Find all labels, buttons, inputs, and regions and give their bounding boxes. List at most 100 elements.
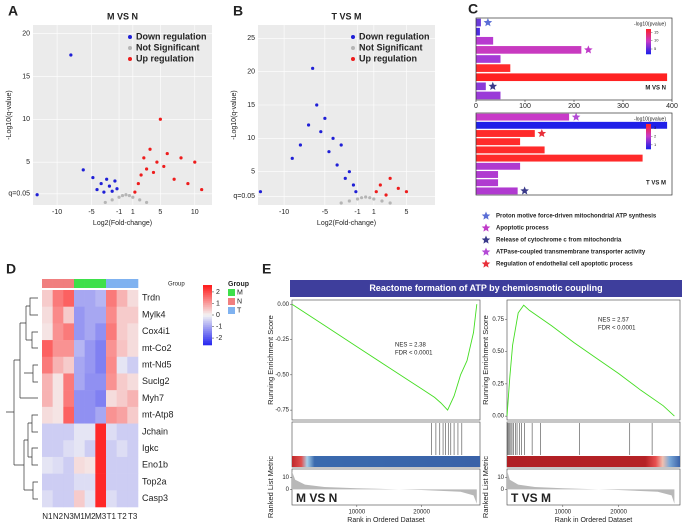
heat-cell	[42, 456, 53, 474]
legend-label: Down regulation	[136, 31, 207, 41]
data-point	[124, 193, 128, 197]
title-banner	[290, 280, 682, 297]
heat-cell	[84, 440, 96, 458]
x-tick-label: -5	[88, 209, 94, 216]
column-label: M1	[74, 512, 86, 521]
group-legend-swatch	[228, 289, 235, 296]
data-point	[136, 181, 140, 186]
data-point	[306, 123, 311, 127]
group-cell	[63, 279, 75, 288]
bar	[476, 27, 480, 36]
heat-cell	[63, 456, 75, 474]
heat-cell	[127, 423, 139, 441]
colorbar-step	[646, 131, 651, 134]
y-tick-label: 10	[497, 475, 504, 481]
y-tick-label: -0.75	[275, 408, 289, 414]
heat-cell	[127, 473, 139, 491]
heat-cell	[84, 306, 96, 324]
bar	[476, 154, 643, 162]
data-point	[107, 184, 112, 188]
data-point	[95, 187, 99, 192]
colorbar-step	[646, 35, 651, 37]
data-point	[162, 164, 166, 169]
bar	[476, 36, 494, 45]
data-point	[319, 130, 323, 134]
pathway-star	[571, 112, 581, 121]
heat-cell	[74, 473, 85, 491]
panel-label: A	[8, 3, 18, 19]
data-point	[35, 193, 39, 197]
x-axis-label: Rank in Ordered Dataset	[555, 517, 632, 522]
colorbar-tick-label: 2	[216, 289, 220, 296]
data-point	[69, 53, 73, 57]
row-label: Top2a	[142, 476, 167, 486]
row-label: Suclg2	[142, 376, 170, 386]
data-point	[120, 193, 125, 198]
x-axis-label: Log2(Fold-change)	[317, 220, 376, 227]
ranked-metric-area	[292, 471, 477, 504]
colorbar-step	[646, 137, 651, 140]
heat-cell	[116, 423, 128, 441]
row-label: Igkc	[142, 443, 159, 453]
heat-cell	[127, 323, 139, 341]
column-label: T3	[128, 512, 138, 521]
colorbar-step	[646, 29, 651, 31]
y-tick-label: 0.75	[492, 317, 504, 323]
colorbar-step	[203, 337, 212, 340]
heat-cell	[95, 290, 107, 307]
data-point	[102, 190, 106, 194]
colorbar-step	[203, 293, 212, 296]
y-axis-label: -Log10(q-value)	[231, 90, 238, 139]
group-cell	[84, 279, 96, 288]
data-point	[139, 173, 143, 177]
heat-cell	[127, 440, 139, 458]
legend-label: Release of cytochrome c from mitochondri…	[496, 238, 622, 244]
heat-cell	[74, 423, 85, 441]
colorbar-tick-label: 1	[654, 142, 657, 147]
colorbar-step	[203, 305, 212, 308]
heat-cell	[95, 340, 107, 358]
bar	[476, 82, 486, 91]
heat-cell	[116, 323, 128, 341]
heat-cell	[84, 390, 96, 408]
heat-cell	[63, 473, 75, 491]
enrichment-curve	[506, 304, 675, 417]
colorbar-step	[646, 49, 651, 51]
colorbar-step	[646, 130, 651, 132]
metric-axis-label: Ranked List Metric	[481, 456, 490, 518]
heat-cell	[84, 456, 96, 474]
heat-cell	[95, 456, 107, 474]
plot-background	[33, 25, 212, 205]
fdr-annotation: FDR < 0.0001	[598, 326, 636, 332]
heat-cell	[42, 423, 53, 441]
data-point	[200, 187, 204, 192]
data-point	[99, 181, 103, 186]
colorbar-step	[203, 297, 212, 300]
x-axis-label: Rank in Ordered Dataset	[347, 517, 424, 522]
legend-label: Up regulation	[136, 53, 194, 63]
heat-cell	[127, 406, 139, 424]
plot-frame	[506, 299, 681, 421]
colorbar-step	[203, 313, 212, 316]
colorbar-step	[646, 37, 651, 40]
y-tick-label: -0.25	[275, 337, 289, 343]
colorbar-step	[646, 139, 651, 141]
x-tick-label: 10000	[554, 510, 571, 516]
colorbar-step	[203, 285, 212, 288]
heat-cell	[52, 423, 64, 441]
data-point	[404, 190, 409, 194]
bar	[476, 64, 511, 72]
colorbar-step	[203, 321, 212, 324]
column-label: T1	[107, 512, 117, 521]
colorbar-step	[203, 303, 212, 306]
legend-marker	[128, 46, 132, 50]
chart-label: T VS M	[646, 181, 666, 187]
y-tick-label: q=0.05	[8, 191, 30, 198]
colorbar-step	[646, 46, 651, 49]
row-label: mt-Atp8	[142, 410, 174, 420]
heat-cell	[63, 406, 75, 424]
colorbar-step	[646, 51, 651, 54]
data-point	[339, 201, 343, 205]
heat-cell	[84, 423, 96, 441]
colorbar-step	[203, 291, 212, 294]
